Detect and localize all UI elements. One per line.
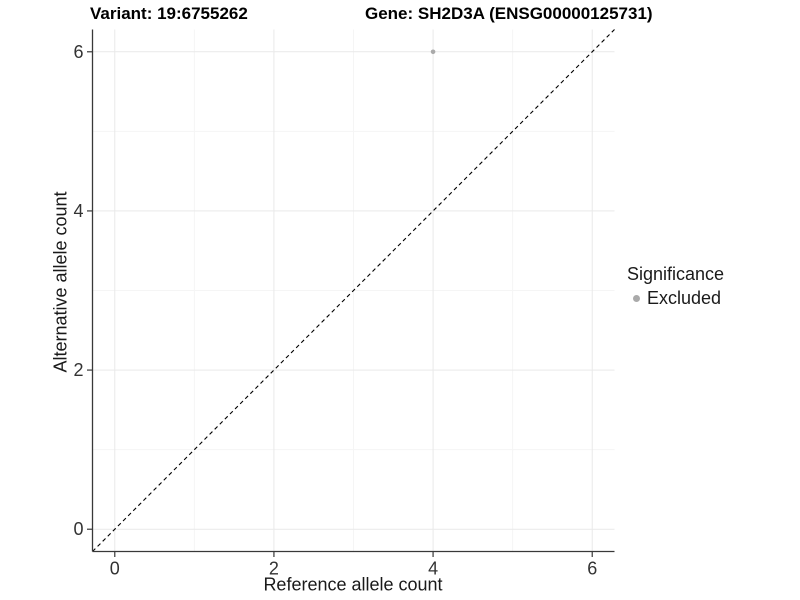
legend-point-swatch — [633, 295, 640, 302]
x-tick-label: 0 — [110, 559, 120, 579]
x-tick-label: 2 — [269, 559, 279, 579]
legend-item: Excluded — [627, 288, 724, 309]
x-tick-label: 4 — [428, 559, 438, 579]
y-tick-label: 4 — [73, 201, 83, 221]
legend-title: Significance — [627, 264, 725, 284]
variant-title: Variant: 19:6755262 — [90, 4, 248, 23]
legend: Significance Excluded — [627, 264, 724, 309]
y-tick-label: 6 — [73, 42, 83, 62]
data-point — [430, 49, 436, 55]
y-tick-label: 0 — [73, 519, 83, 539]
x-axis-title: Reference allele count — [263, 574, 443, 595]
legend-item-label: Excluded — [647, 288, 722, 308]
y-axis-title: Alternative allele count — [50, 191, 71, 373]
identity-dashed-line — [92, 29, 615, 552]
gene-title: Gene: SH2D3A (ENSG00000125731) — [365, 4, 653, 23]
x-tick-label: 6 — [587, 559, 597, 579]
legend-items: Excluded — [627, 288, 724, 309]
y-tick-label: 2 — [73, 360, 83, 380]
